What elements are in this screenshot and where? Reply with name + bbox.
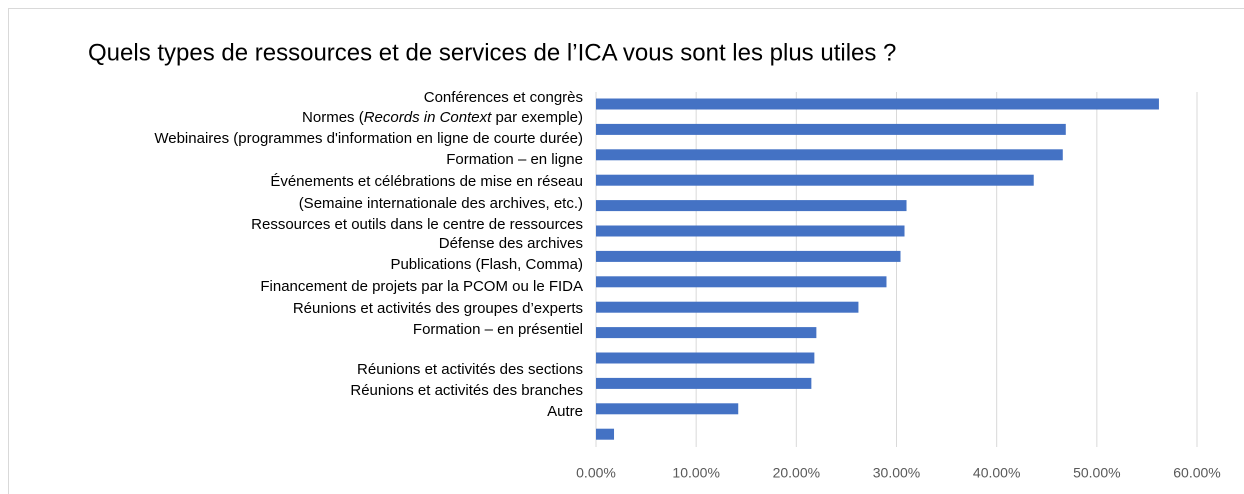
bar [596,276,887,288]
x-tick-label: 60.00% [1173,465,1220,481]
chart-title: Quels types de ressources et de services… [88,39,896,66]
y-tick-label: Publications (Flash, Comma) [390,256,583,273]
y-tick-label: Réunions et activités des branches [350,382,583,399]
bar [596,98,1159,110]
x-tick-label: 30.00% [873,465,920,481]
y-tick-label: Autre [547,403,583,420]
bar [596,403,739,415]
bar [596,123,1066,135]
y-tick-label: Défense des archives [439,235,583,252]
label-part: par exemple) [491,109,583,126]
y-tick-label: Formation – en présentiel [413,321,583,338]
bar [596,327,817,339]
y-tick-label: Financement de projets par la PCOM ou le… [260,278,583,295]
y-tick-label: (Semaine internationale des archives, et… [299,195,583,212]
x-tick-label: 20.00% [773,465,820,481]
y-tick-label: Ressources et outils dans le centre de r… [251,216,583,233]
bar [596,250,901,262]
label-part: Normes ( [302,109,364,126]
y-tick-label: Réunions et activités des groupes d’expe… [293,300,583,317]
bar [596,225,905,237]
y-tick-label: Événements et célébrations de mise en ré… [270,173,583,190]
bar [596,377,812,389]
y-tick-label: Réunions et activités des sections [357,361,583,378]
label-part: Records in Context [364,109,492,126]
y-tick-label: Conférences et congrès [424,89,583,106]
x-tick-label: 40.00% [973,465,1020,481]
y-tick-label: Webinaires (programmes d'information en … [154,130,583,147]
bar [596,149,1063,161]
bar [596,428,615,440]
x-tick-label: 10.00% [672,465,719,481]
bar [596,200,907,212]
bar [596,352,815,364]
bar [596,301,859,313]
y-tick-label: Formation – en ligne [446,151,583,168]
x-tick-label: 50.00% [1073,465,1120,481]
bar [596,174,1034,186]
y-tick-label: Normes (Records in Context par exemple) [302,109,583,126]
x-tick-label: 0.00% [576,465,616,481]
